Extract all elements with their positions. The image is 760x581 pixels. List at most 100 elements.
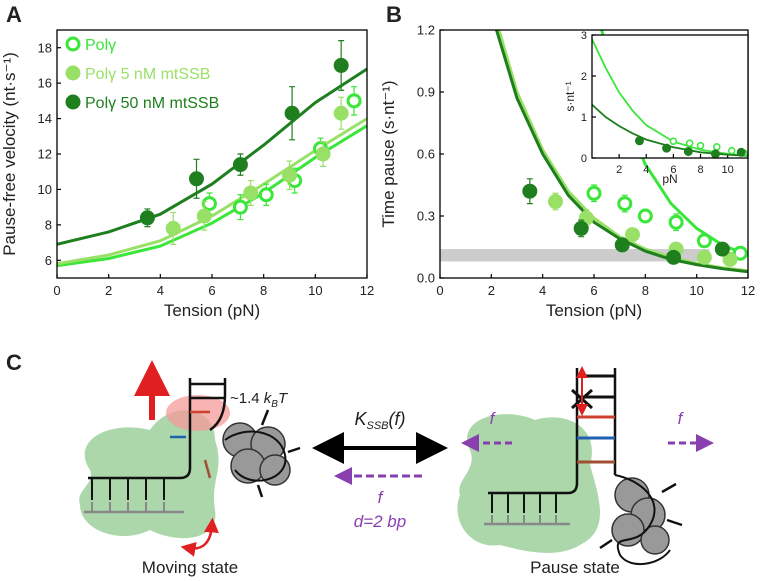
data-point: [666, 249, 682, 265]
data-point: [617, 196, 633, 212]
chart-0: 0 2 4 6 8 10 12 6 8 10 12 14 16 18 Tension (pN) Pause-f…: [0, 29, 374, 320]
fit-line: [57, 67, 367, 246]
legend-marker: [65, 36, 81, 52]
force-label: f: [490, 409, 497, 428]
y-tick-label: 2: [581, 71, 587, 83]
x-axis-label: Tension (pN): [546, 301, 642, 320]
axes-frame: [591, 34, 749, 159]
data-point: [713, 143, 721, 151]
x-tick-label: 8: [642, 283, 649, 298]
x-tick-label: 12: [741, 283, 755, 298]
x-tick-label: 2: [105, 283, 112, 298]
data-point: [710, 149, 720, 159]
x-tick-label: 0: [53, 283, 60, 298]
data-point: [333, 105, 349, 121]
step-label: d=2 bp: [354, 512, 406, 531]
data-point: [346, 93, 362, 109]
data-point: [333, 57, 349, 73]
x-tick-label: 4: [157, 283, 164, 298]
y-tick-label: 0.3: [417, 209, 435, 224]
y-tick-label: 6: [45, 253, 52, 268]
x-tick-label: 10: [308, 283, 322, 298]
data-point: [548, 194, 563, 210]
x-tick-label: 2: [616, 164, 622, 176]
y-tick-label: 0: [581, 153, 587, 165]
panel-label: A: [6, 2, 22, 27]
data-point: [196, 208, 212, 224]
data-point: [232, 157, 248, 173]
transition-arrows: [312, 432, 448, 485]
fit-line: [57, 124, 367, 268]
legend-label: Polγ: [85, 37, 116, 54]
data-point: [662, 143, 672, 153]
force-label: f: [678, 409, 685, 428]
x-tick-label: 12: [360, 283, 374, 298]
y-tick-label: 8: [45, 217, 52, 232]
data-point: [696, 141, 705, 150]
data-point: [732, 245, 748, 261]
x-tick-label: 4: [539, 283, 546, 298]
legend-marker: [65, 94, 81, 110]
data-point: [189, 171, 204, 187]
data-point: [634, 136, 644, 146]
y-axis-label: Time pause (s·nt⁻¹): [379, 80, 398, 227]
y-axis-label: Pause-free velocity (nt·s⁻¹): [0, 52, 19, 256]
y-tick-label: 3: [581, 30, 587, 42]
data-point: [696, 249, 712, 265]
data-point: [736, 147, 746, 157]
data-point: [625, 227, 640, 243]
data-point: [522, 183, 538, 199]
data-point: [727, 146, 736, 155]
x-tick-label: 8: [697, 164, 703, 176]
shaded-band: [440, 249, 710, 262]
x-tick-label: 10: [689, 283, 703, 298]
x-axis-label: Tension (pN): [164, 301, 260, 320]
y-tick-label: 12: [38, 147, 52, 162]
state-label: Pause state: [530, 558, 620, 577]
y-axis-label: s·nt⁻¹: [563, 81, 577, 111]
data-point: [165, 220, 181, 236]
panel-label: C: [6, 350, 22, 375]
data-point: [232, 199, 248, 215]
y-tick-label: 0.6: [417, 147, 435, 162]
data-point: [258, 187, 274, 203]
data-point: [696, 233, 712, 249]
force-label: f: [378, 488, 385, 507]
data-point: [573, 220, 589, 236]
x-tick-label: 4: [643, 164, 649, 176]
data-point: [683, 146, 693, 156]
data-point: [284, 105, 300, 121]
chart-2: 2 4 6 8 10 0 1 2 3 pN s·nt⁻¹: [563, 30, 749, 186]
y-tick-label: 18: [38, 40, 52, 55]
data-point: [282, 167, 297, 183]
energy-label: ~1.4 kBT: [230, 390, 289, 410]
plot-background: [592, 35, 748, 158]
data-point: [714, 241, 730, 257]
x-axis-label: pN: [662, 172, 677, 186]
x-tick-label: 6: [670, 164, 676, 176]
x-tick-label: 6: [208, 283, 215, 298]
y-tick-label: 1: [581, 112, 587, 124]
panel-label: B: [386, 2, 402, 27]
data-point: [614, 237, 630, 253]
x-tick-label: 8: [260, 283, 267, 298]
data-point: [586, 185, 602, 201]
data-point: [139, 210, 155, 226]
state-label: Moving state: [142, 558, 238, 577]
y-tick-label: 10: [38, 182, 52, 197]
y-tick-label: 1.2: [417, 23, 435, 38]
legend-label: Polγ 50 nM mtSSB: [85, 95, 219, 112]
data-point: [243, 185, 259, 201]
data-point: [669, 137, 678, 145]
data-point: [201, 196, 217, 212]
y-tick-label: 14: [38, 111, 52, 126]
x-tick-label: 2: [488, 283, 495, 298]
x-tick-label: 6: [590, 283, 597, 298]
moving-state-diagram: [79, 360, 301, 557]
y-tick-label: 0.0: [417, 271, 435, 286]
data-point: [637, 208, 653, 224]
axes-frame: [56, 29, 368, 279]
data-point: [668, 214, 684, 230]
y-tick-label: 16: [38, 76, 52, 91]
x-tick-label: 0: [436, 283, 443, 298]
